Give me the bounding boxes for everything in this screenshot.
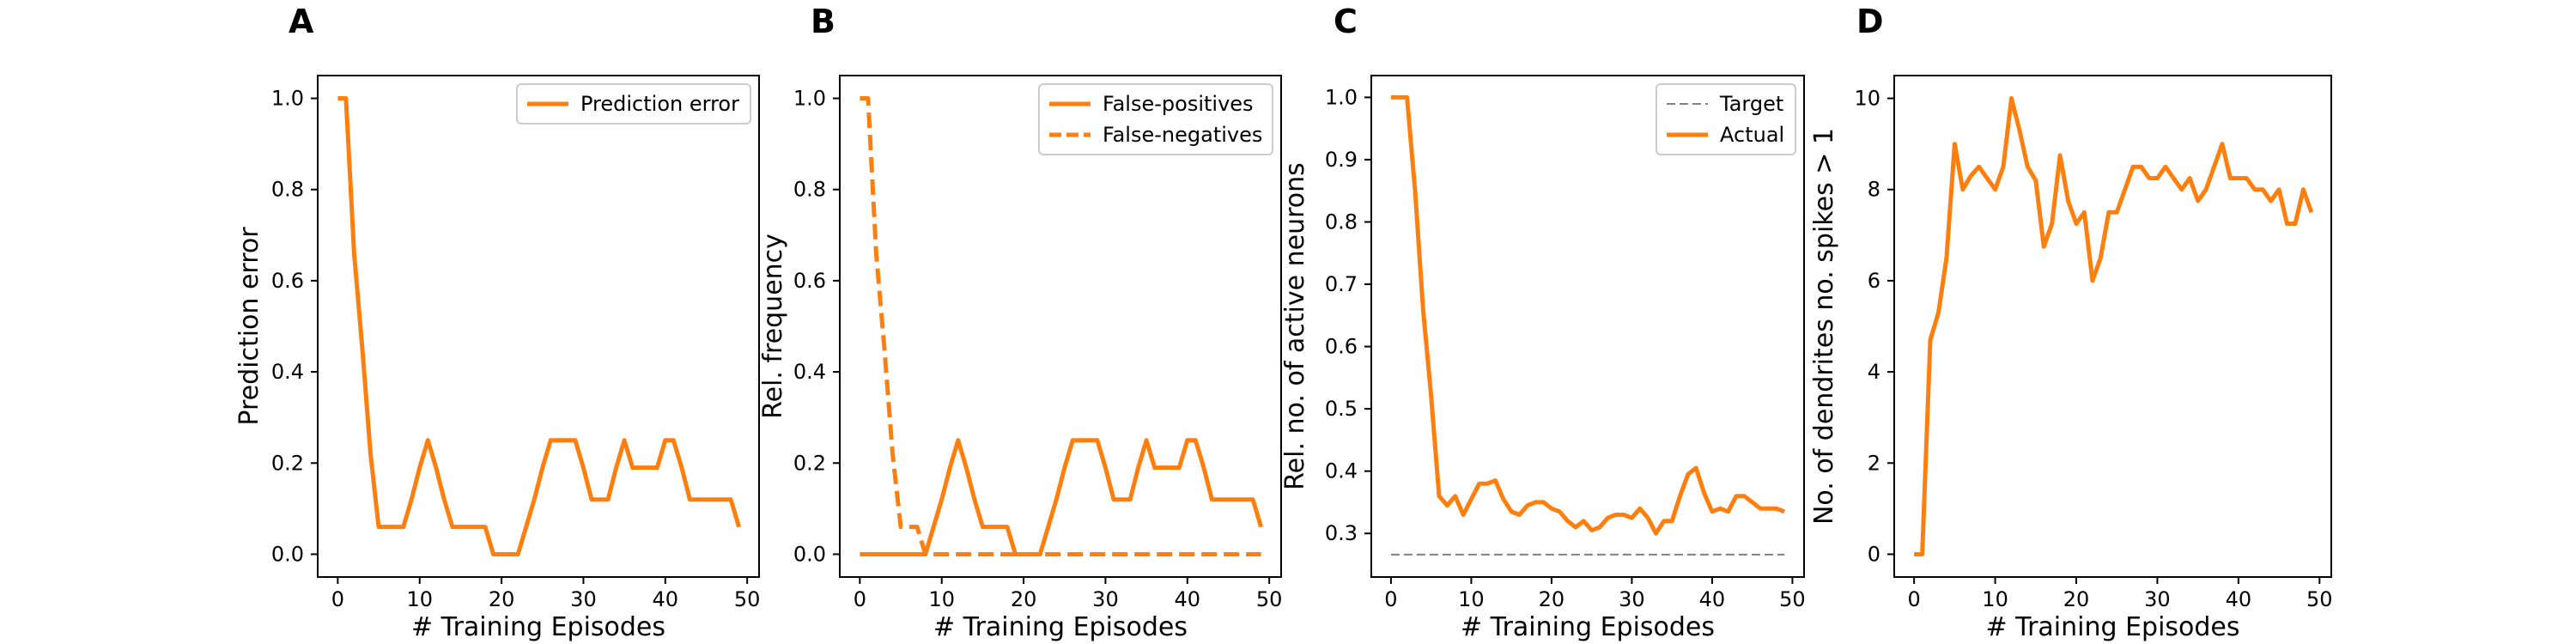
y-tick-label: 0.6 <box>1325 335 1358 359</box>
y-tick-label: 0.4 <box>793 360 826 384</box>
x-tick-label: 40 <box>653 587 679 611</box>
y-tick-label: 1.0 <box>1325 85 1358 109</box>
x-tick-label: 50 <box>1256 587 1283 611</box>
x-tick-label: 30 <box>1619 587 1645 611</box>
legend-label: Actual <box>1720 123 1784 147</box>
series-line-prediction-error <box>337 96 741 556</box>
panel-b-letter: B <box>811 3 835 40</box>
x-tick-label: 10 <box>928 587 955 611</box>
y-axis-label: Rel. no. of active neurons <box>1280 162 1310 490</box>
x-tick-label: 50 <box>734 587 761 611</box>
panel-a: A 0 10 20 30 40 50 0.0 0.2 0.4 0.6 0.8 1.0 # Trainin… <box>234 3 760 642</box>
x-tick-label: 10 <box>406 587 433 611</box>
legend-label: Target <box>1719 92 1783 116</box>
y-tick-label: 0.0 <box>793 542 826 566</box>
y-tick-label: 0.0 <box>271 542 304 566</box>
plot-frame <box>317 75 760 578</box>
panel-d-letter: D <box>1856 3 1884 40</box>
y-tick-label: 0.9 <box>1325 148 1358 172</box>
y-tick-label: 0.7 <box>1325 272 1358 296</box>
plot-frame <box>1893 75 2332 578</box>
y-tick-label: 0.8 <box>1325 210 1358 234</box>
y-tick-label: 0.8 <box>793 178 826 202</box>
series-line-false-positives <box>860 438 1263 556</box>
y-axis-label: Prediction error <box>234 227 264 426</box>
panel-b: B 0 10 20 30 40 50 0.0 0.2 0.4 0.6 0.8 1.0 # Trainin… <box>758 3 1282 642</box>
x-tick-label: 0 <box>1384 587 1397 611</box>
x-tick-label: 0 <box>331 587 344 611</box>
panel-c-letter: C <box>1334 3 1358 40</box>
y-tick-label: 0 <box>1868 542 1880 566</box>
x-tick-label: 20 <box>1539 587 1565 611</box>
y-axis-label: No. of dendrites no. spikes > 1 <box>1809 128 1839 525</box>
y-tick-label: 10 <box>1854 87 1880 111</box>
y-tick-label: 0.2 <box>793 451 826 475</box>
x-tick-label: 30 <box>2144 587 2171 611</box>
series-line-data <box>1914 96 2314 556</box>
y-tick-label: 0.5 <box>1325 397 1358 421</box>
y-tick-label: 2 <box>1868 451 1880 475</box>
series-line-actual <box>1390 94 1785 536</box>
y-tick-label: 0.4 <box>1325 459 1358 483</box>
x-axis-label: # Training Episodes <box>411 612 665 642</box>
y-tick-label: 1.0 <box>793 87 826 111</box>
y-tick-label: 0.2 <box>271 451 304 475</box>
y-tick-label: 0.6 <box>793 269 826 293</box>
x-tick-label: 20 <box>489 587 515 611</box>
x-tick-label: 30 <box>570 587 597 611</box>
legend-box <box>1038 83 1273 155</box>
y-tick-label: 1.0 <box>271 87 304 111</box>
x-tick-label: 10 <box>1982 587 2008 611</box>
x-tick-label: 50 <box>2306 587 2333 611</box>
x-tick-label: 0 <box>1907 587 1920 611</box>
legend-box <box>516 83 751 125</box>
plot-frame <box>839 75 1282 578</box>
y-tick-label: 4 <box>1868 360 1880 384</box>
legend-label: Prediction error <box>580 92 739 116</box>
x-tick-label: 20 <box>1011 587 1037 611</box>
x-axis-label: # Training Episodes <box>933 612 1188 642</box>
y-tick-label: 0.8 <box>271 178 304 202</box>
x-tick-label: 50 <box>1779 587 1806 611</box>
panel-a-letter: A <box>289 3 314 40</box>
series-line-false-negatives <box>860 96 1261 556</box>
x-tick-label: 0 <box>854 587 866 611</box>
legend-label: False-positives <box>1103 92 1254 116</box>
plot-frame <box>1370 75 1805 578</box>
x-tick-label: 10 <box>1458 587 1485 611</box>
panel-c: C 0 10 20 30 40 50 0.3 0.4 0.5 0.6 0.7 0.8 0.9 1.0 # T… <box>1280 3 1806 642</box>
legend-label: False-negatives <box>1103 123 1262 147</box>
x-tick-label: 40 <box>1175 587 1201 611</box>
x-axis-label: # Training Episodes <box>1985 612 2239 642</box>
y-tick-label: 0.3 <box>1325 521 1358 545</box>
y-tick-label: 0.4 <box>271 360 304 384</box>
y-axis-label: Rel. frequency <box>758 234 788 419</box>
y-tick-label: 0.6 <box>271 269 304 293</box>
x-tick-label: 20 <box>2063 587 2090 611</box>
x-tick-label: 40 <box>2226 587 2252 611</box>
x-tick-label: 30 <box>1092 587 1119 611</box>
y-tick-label: 8 <box>1868 178 1880 202</box>
x-axis-label: # Training Episodes <box>1461 612 1715 642</box>
y-tick-label: 6 <box>1868 269 1880 293</box>
x-tick-label: 40 <box>1699 587 1726 611</box>
